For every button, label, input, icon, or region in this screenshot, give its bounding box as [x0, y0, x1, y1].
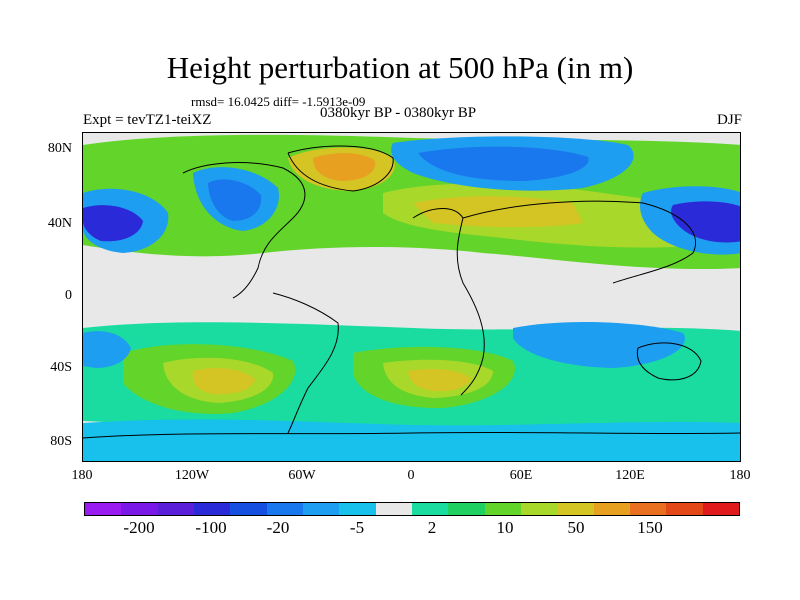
- antarctic-blue-band: [83, 419, 740, 461]
- greenland-coast: [287, 145, 394, 192]
- europe-africa-coast: [412, 208, 485, 396]
- colorbar-label: -20: [266, 518, 290, 537]
- lat-label-0: 0: [65, 288, 72, 303]
- lat-label-80n: 80N: [47, 141, 72, 156]
- colorbar-swatch: [666, 503, 703, 515]
- south-tan-west: [192, 368, 255, 395]
- season-label: DJF: [716, 112, 742, 128]
- experiment-label: Expt = tevTZ1-teiXZ: [83, 112, 212, 128]
- colorbar-label: -200: [123, 518, 155, 537]
- lon-label-0: 0: [407, 468, 415, 483]
- colorbar-swatch: [157, 503, 194, 515]
- colorbar-swatch: [85, 503, 122, 515]
- colorbar-swatch: [484, 503, 521, 515]
- greenland-orange-core: [313, 153, 376, 181]
- east-pacific-low-core: [671, 201, 740, 243]
- south-indian-low: [513, 321, 685, 368]
- colorbar-swatch: [702, 503, 739, 515]
- lat-label-40s: 40S: [50, 360, 72, 375]
- north-america-coast: [182, 162, 306, 299]
- north-america-low-core: [208, 179, 262, 221]
- lat-label-40n: 40N: [47, 216, 72, 231]
- height-perturbation-map: [82, 132, 741, 462]
- lon-label-60w: 60W: [288, 468, 316, 483]
- colorbar-swatch: [302, 503, 340, 515]
- lon-label-180w: 180: [71, 468, 93, 483]
- colorbar-label: 50: [567, 518, 585, 537]
- stats-subtitle: rmsd= 16.0425 diff= -1.5913e-09: [191, 94, 366, 109]
- antarctica-coast: [83, 431, 740, 439]
- colorbar-swatch: [411, 503, 449, 515]
- north-tan-center: [413, 196, 583, 228]
- colorbar-swatch: [230, 503, 267, 515]
- colorbar-swatch: [193, 503, 231, 515]
- colorbar-swatch: [375, 503, 412, 515]
- colorbar-label: 2: [427, 518, 437, 537]
- colorbar-swatch: [629, 503, 667, 515]
- plot-title: Height perturbation at 500 hPa (in m): [166, 50, 634, 85]
- colorbar-label: -5: [349, 518, 365, 537]
- west-pacific-low-core: [83, 205, 143, 242]
- colorbar-swatch: [121, 503, 158, 515]
- period-label: 0380kyr BP - 0380kyr BP: [320, 105, 477, 121]
- colorbar-swatch: [339, 503, 376, 515]
- lon-label-180e: 180: [729, 468, 751, 483]
- colorbar-swatch: [266, 503, 303, 515]
- lat-label-80s: 80S: [50, 434, 72, 449]
- colorbar: [84, 502, 740, 516]
- colorbar-swatch: [520, 503, 558, 515]
- lon-label-120e: 120E: [615, 468, 645, 483]
- colorbar-swatch: [448, 503, 485, 515]
- south-america-coast: [272, 292, 339, 434]
- eurasia-coast: [462, 200, 696, 284]
- colorbar-swatch: [593, 503, 630, 515]
- colorbar-label: -100: [195, 518, 227, 537]
- south-tan-atlantic: [408, 369, 471, 392]
- australia-coast: [636, 342, 702, 381]
- south-pacific-low: [83, 331, 131, 368]
- colorbar-label: 10: [496, 518, 514, 537]
- lon-label-60e: 60E: [509, 468, 533, 483]
- eurasia-low-core: [418, 146, 589, 181]
- colorbar-swatch: [557, 503, 594, 515]
- lon-label-120w: 120W: [174, 468, 210, 483]
- colorbar-label: 150: [637, 518, 663, 537]
- map-svg: [83, 133, 740, 461]
- coastlines: [83, 145, 740, 439]
